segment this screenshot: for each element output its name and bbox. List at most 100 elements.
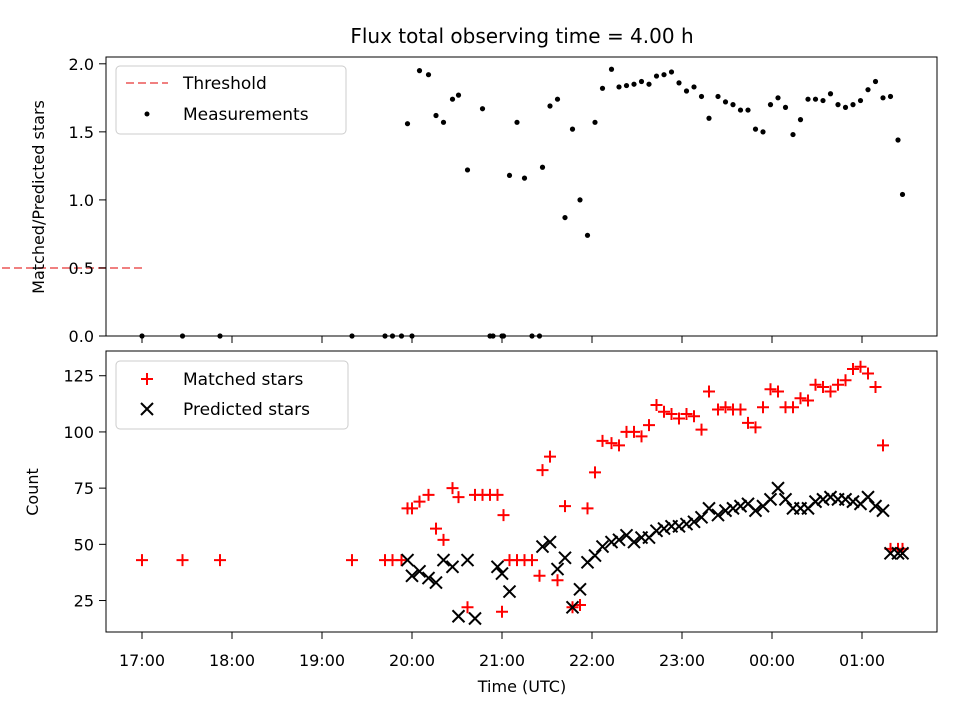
matched-star-point bbox=[491, 488, 504, 501]
matched-star-point bbox=[719, 401, 732, 414]
predicted-star-point bbox=[490, 560, 505, 574]
matched-star-point bbox=[772, 385, 784, 398]
legend-measurement-dot-icon bbox=[144, 111, 150, 117]
matched-star-point bbox=[559, 500, 571, 513]
predicted-star-point bbox=[573, 582, 587, 596]
measurement-point bbox=[752, 126, 759, 132]
matched-star-point bbox=[809, 378, 822, 391]
measurement-point bbox=[416, 68, 423, 74]
matched-star-point bbox=[544, 450, 556, 463]
matched-star-point bbox=[688, 410, 700, 423]
measurement-point bbox=[767, 102, 774, 108]
predicted-star-point bbox=[778, 492, 793, 507]
predicted-star-point bbox=[726, 501, 740, 516]
top-y-tick-label: 2.0 bbox=[69, 55, 94, 74]
x-tick-label: 19:00 bbox=[299, 651, 345, 670]
x-tick-label: 17:00 bbox=[119, 651, 165, 670]
x-tick-label: 00:00 bbox=[749, 651, 795, 670]
measurement-point bbox=[455, 92, 462, 98]
matched-star-point bbox=[877, 439, 889, 452]
bottom-y-tick-label: 25 bbox=[74, 592, 94, 611]
matched-star-point bbox=[749, 421, 762, 434]
measurement-point bbox=[623, 82, 630, 89]
measurement-point bbox=[805, 96, 811, 102]
matched-star-point bbox=[869, 380, 882, 393]
predicted-star-point bbox=[502, 584, 517, 599]
matched-star-point bbox=[596, 434, 609, 447]
x-tick-label: 23:00 bbox=[659, 651, 705, 670]
matched-star-point bbox=[589, 466, 601, 479]
matched-star-point bbox=[526, 554, 538, 567]
matched-star-point bbox=[628, 425, 640, 438]
legend-threshold-label: Threshold bbox=[182, 74, 267, 94]
predicted-star-point bbox=[550, 562, 565, 576]
legend-measurements-label: Measurements bbox=[183, 105, 309, 125]
matched-star-point bbox=[703, 385, 715, 398]
measurement-point bbox=[653, 73, 660, 79]
matched-star-point bbox=[695, 423, 708, 436]
predicted-star-point bbox=[891, 546, 905, 561]
legend-predicted-label: Predicted stars bbox=[183, 400, 310, 420]
predicted-star-point bbox=[588, 548, 602, 563]
matched-star-point bbox=[437, 533, 450, 546]
measurement-point bbox=[661, 72, 667, 78]
measurement-point bbox=[521, 175, 528, 181]
matched-star-point bbox=[802, 394, 814, 407]
measurement-point bbox=[730, 102, 736, 108]
measurement-point bbox=[479, 106, 486, 112]
matched-star-point bbox=[787, 401, 799, 414]
matched-star-point bbox=[446, 482, 459, 495]
predicted-star-point bbox=[451, 609, 466, 623]
measurement-point bbox=[820, 97, 826, 104]
predicted-star-point bbox=[861, 490, 875, 504]
matched-star-point bbox=[643, 419, 655, 432]
predicted-star-point bbox=[823, 490, 838, 504]
measurement-point bbox=[865, 87, 871, 93]
measurement-point bbox=[842, 104, 849, 110]
measurement-point bbox=[547, 103, 553, 109]
x-tick-label: 01:00 bbox=[839, 651, 885, 670]
legend-matched-plus-icon bbox=[141, 373, 153, 385]
measurement-point bbox=[425, 72, 432, 78]
matched-star-point bbox=[496, 605, 508, 618]
predicted-star-point bbox=[558, 551, 572, 565]
matched-star-point bbox=[650, 398, 663, 411]
measurement-point bbox=[608, 66, 615, 72]
matched-star-point bbox=[605, 437, 618, 450]
legend-matched-label: Matched stars bbox=[183, 370, 303, 390]
predicted-star-point bbox=[687, 515, 701, 529]
matched-star-point bbox=[533, 569, 546, 582]
top-y-axis: 0.0 0.5 1.0 1.5 2.0 bbox=[69, 55, 106, 346]
measurement-point bbox=[668, 69, 675, 75]
measurement-point bbox=[872, 78, 879, 85]
measurement-point bbox=[683, 88, 690, 94]
predicted-star-point bbox=[649, 524, 664, 538]
predicted-star-point bbox=[543, 535, 557, 549]
matched-star-point bbox=[832, 378, 844, 391]
predicted-star-point bbox=[445, 560, 460, 574]
measurement-point bbox=[584, 232, 591, 238]
top-y-tick-label: 0.0 bbox=[69, 327, 94, 346]
predicted-star-point bbox=[672, 519, 686, 534]
top-y-tick-label: 1.0 bbox=[69, 191, 94, 210]
predicted-star-point bbox=[429, 575, 443, 590]
predicted-star-point bbox=[421, 571, 436, 585]
bottom-legend: Matched stars Predicted stars bbox=[115, 360, 349, 430]
measurement-point bbox=[827, 91, 834, 97]
predicted-star-point bbox=[868, 499, 883, 513]
predicted-star-point bbox=[595, 539, 610, 554]
measurement-point bbox=[646, 81, 652, 87]
measurement-point bbox=[722, 99, 729, 105]
predicted-star-point bbox=[733, 499, 748, 513]
top-y-axis-label: Matched/Predicted stars bbox=[29, 100, 48, 294]
measurement-point bbox=[592, 119, 598, 125]
matched-star-point bbox=[413, 495, 426, 508]
predicted-star-point bbox=[412, 564, 427, 579]
predicted-star-point bbox=[702, 501, 716, 516]
measurement-point bbox=[638, 78, 645, 85]
chart-title: Flux total observing time = 4.00 h bbox=[350, 24, 693, 48]
matched-star-point bbox=[680, 407, 693, 420]
predicted-star-point bbox=[460, 553, 475, 567]
matched-star-point bbox=[395, 554, 408, 567]
top-y-tick-label: 0.5 bbox=[69, 259, 94, 278]
